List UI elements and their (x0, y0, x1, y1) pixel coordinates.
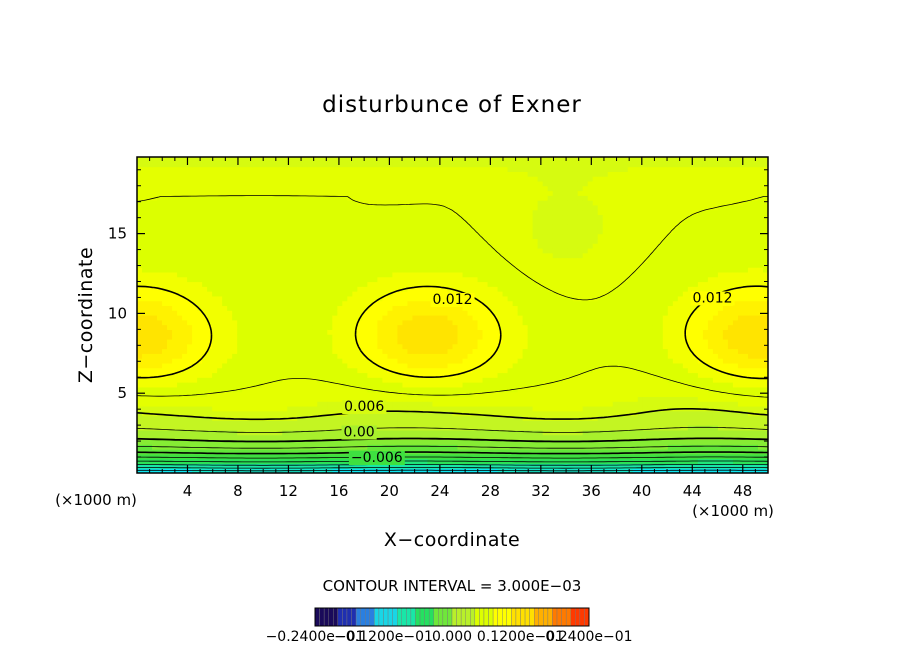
colorbar-cell (566, 608, 571, 626)
colorbar-cell (338, 608, 343, 626)
colorbar-cell (425, 608, 430, 626)
contour-label: 0.006 (344, 399, 384, 415)
colorbar-cell (489, 608, 494, 626)
colorbar-label: 0.000 (432, 629, 472, 645)
colorbar-cell (580, 608, 585, 626)
colorbar-cell (324, 608, 329, 626)
colorbar-cell (470, 608, 475, 626)
y-unit-label: (×1000 m) (55, 491, 137, 509)
colorbar-cell (347, 608, 352, 626)
colorbar-cell (397, 608, 402, 626)
colorbar-cell (365, 608, 370, 626)
colorbar-cell (502, 608, 507, 626)
colorbar-label: −0.1200e−01 (334, 629, 433, 645)
x-tick-label: 12 (279, 482, 298, 500)
y-tick-label: 15 (108, 225, 127, 243)
x-axis-label: X−coordinate (384, 529, 520, 551)
colorbar-cell (479, 608, 484, 626)
colorbar-cell (521, 608, 526, 626)
contour-fill (137, 157, 769, 474)
colorbar-cell (530, 608, 535, 626)
colorbar-cell (539, 608, 544, 626)
x-tick-label: 20 (380, 482, 399, 500)
chart-title: disturbunce of Exner (322, 92, 582, 118)
colorbar-cell (415, 608, 420, 626)
colorbar-cell (393, 608, 398, 626)
colorbar-cell (548, 608, 553, 626)
colorbar-cell (438, 608, 443, 626)
y-tick-label: 5 (117, 384, 127, 402)
colorbar-cell (406, 608, 411, 626)
colorbar-cell (388, 608, 393, 626)
colorbar-cell (411, 608, 416, 626)
contour-label: 0.012 (692, 290, 732, 306)
colorbar-cell (320, 608, 325, 626)
colorbar-cell (374, 608, 379, 626)
contour-label: 0.00 (344, 425, 375, 441)
colorbar-cell (511, 608, 516, 626)
contour-interval-note: CONTOUR INTERVAL = 3.000E−03 (323, 577, 582, 595)
y-tick-label: 10 (108, 304, 127, 322)
colorbar-cell (525, 608, 530, 626)
x-tick-label: 48 (733, 482, 752, 500)
colorbar-cell (466, 608, 471, 626)
colorbar-cell (447, 608, 452, 626)
colorbar-cell (434, 608, 439, 626)
colorbar-cell (452, 608, 457, 626)
colorbar-cell (552, 608, 557, 626)
colorbar-label: 0.2400e−01 (545, 629, 632, 645)
colorbar-cell (557, 608, 562, 626)
y-axis-label: Z−coordinate (75, 247, 97, 383)
colorbar-cell (315, 608, 320, 626)
colorbar-cell (329, 608, 334, 626)
x-unit-label: (×1000 m) (692, 502, 774, 520)
colorbar-cell (352, 608, 357, 626)
x-tick-label: 8 (233, 482, 243, 500)
colorbar-cell (584, 608, 589, 626)
colorbar-cell (461, 608, 466, 626)
x-tick-label: 40 (632, 482, 651, 500)
colorbar-cell (484, 608, 489, 626)
x-tick-label: 4 (183, 482, 193, 500)
colorbar-cell (384, 608, 389, 626)
colorbar-cell (498, 608, 503, 626)
colorbar-cell (370, 608, 375, 626)
contour-label: −0.006 (351, 450, 403, 466)
colorbar-cell (356, 608, 361, 626)
colorbar-cell (516, 608, 521, 626)
colorbar-cell (443, 608, 448, 626)
x-tick-label: 16 (329, 482, 348, 500)
colorbar-cell (562, 608, 567, 626)
colorbar-cell (333, 608, 338, 626)
colorbar-cell (534, 608, 539, 626)
x-tick-label: 44 (683, 482, 702, 500)
colorbar-cell (379, 608, 384, 626)
colorbar-cell (342, 608, 347, 626)
colorbar-cell (475, 608, 480, 626)
x-tick-label: 24 (430, 482, 449, 500)
colorbar-cell (429, 608, 434, 626)
colorbar-cell (575, 608, 580, 626)
x-tick-label: 36 (582, 482, 601, 500)
x-tick-label: 32 (531, 482, 550, 500)
colorbar-cell (457, 608, 462, 626)
colorbar-cell (420, 608, 425, 626)
colorbar-cell (361, 608, 366, 626)
colorbar-cell (571, 608, 576, 626)
colorbar-cell (493, 608, 498, 626)
colorbar-cell (402, 608, 407, 626)
x-tick-label: 28 (481, 482, 500, 500)
contour-label: 0.012 (432, 292, 472, 308)
colorbar-cell (543, 608, 548, 626)
colorbar-cell (507, 608, 512, 626)
